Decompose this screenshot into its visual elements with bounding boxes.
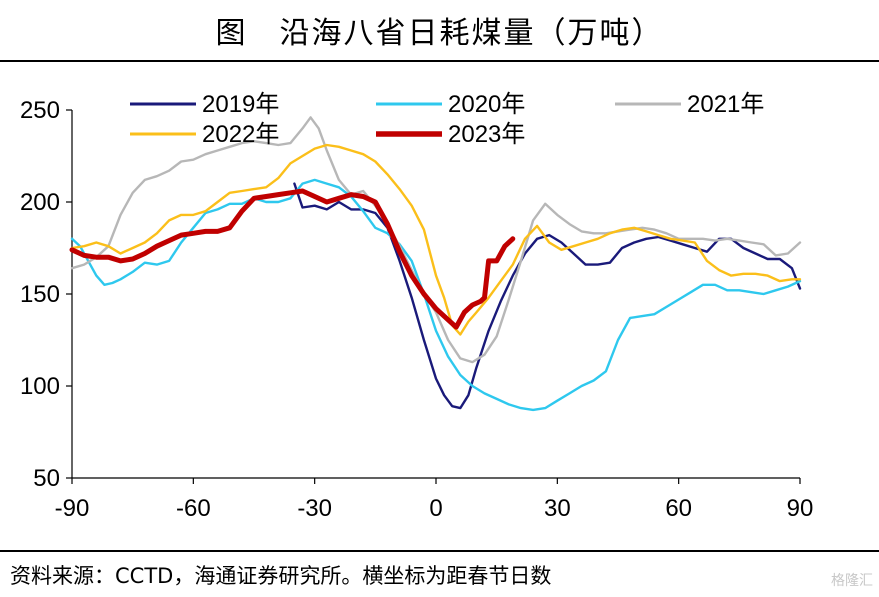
legend-label: 2020年 <box>448 91 525 118</box>
legend-label: 2023年 <box>448 121 525 148</box>
series-line <box>70 143 802 336</box>
legend-label: 2022年 <box>202 121 279 148</box>
series-lines <box>69 116 802 412</box>
series-line <box>69 188 516 330</box>
y-tick-label: 100 <box>20 373 60 400</box>
series-line <box>293 182 802 410</box>
y-tick-label: 200 <box>20 189 60 216</box>
y-tick-label: 250 <box>20 97 60 124</box>
x-tick-label: -30 <box>297 495 332 522</box>
footer-rule <box>0 550 879 552</box>
y-tick-label: 50 <box>33 465 60 492</box>
source-note: 资料来源：CCTD，海通证券研究所。横坐标为距春节日数 <box>10 564 552 588</box>
legend-label: 2021年 <box>687 91 764 118</box>
x-tick-label: 0 <box>429 495 442 522</box>
watermark: 格隆汇 <box>831 573 873 589</box>
title-rule <box>0 60 879 62</box>
legend-label: 2019年 <box>202 91 279 118</box>
x-tick-label: 60 <box>665 495 692 522</box>
series-line <box>70 116 802 364</box>
axes: 50 100 150 200 250 -90 -60 -30 0 30 60 90 <box>20 97 813 522</box>
x-tick-label: 30 <box>544 495 571 522</box>
chart-title: 图 沿海八省日耗煤量（万吨） <box>215 16 664 51</box>
title-bar: 图 沿海八省日耗煤量（万吨） <box>0 0 879 62</box>
x-tick-label: 90 <box>787 495 814 522</box>
legend: 2019年 2020年 2021年 2022年 2023年 <box>130 91 764 148</box>
y-tick-label: 150 <box>20 281 60 308</box>
x-tick-label: -60 <box>176 495 211 522</box>
x-tick-label: -90 <box>55 495 90 522</box>
